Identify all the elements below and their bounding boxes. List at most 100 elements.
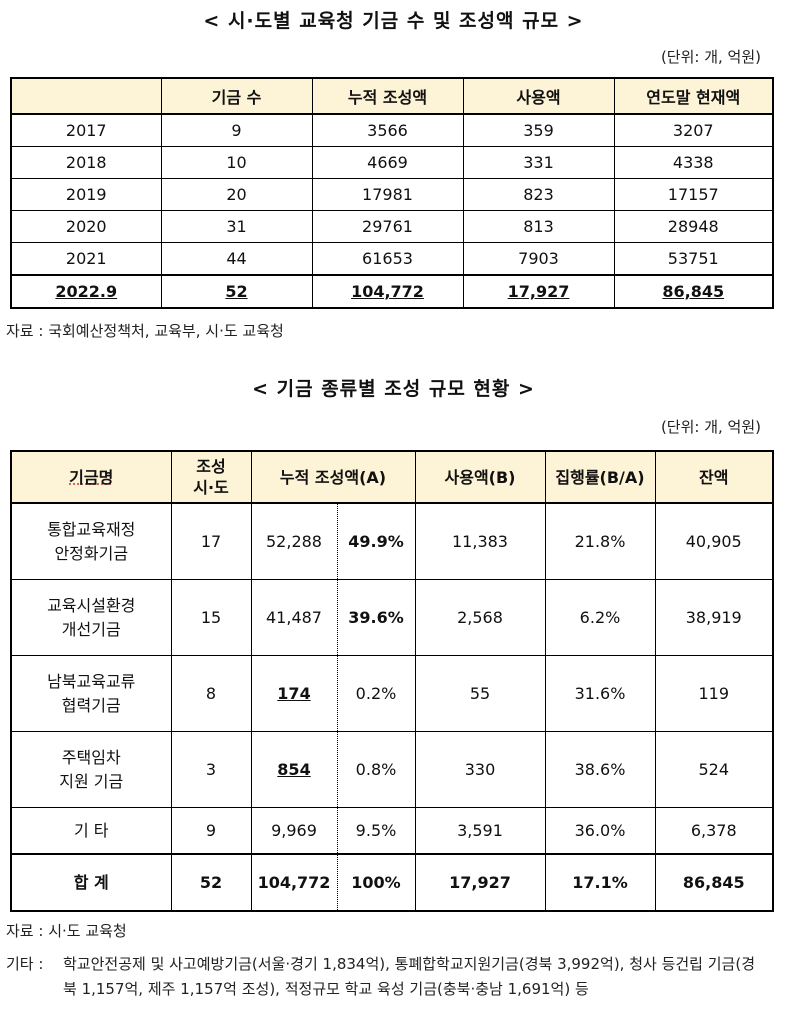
cell: 15 bbox=[170, 579, 252, 656]
cell: 17981 bbox=[311, 178, 464, 211]
table-row: 2020 31 29761 813 28948 bbox=[10, 210, 774, 243]
cell: 119 bbox=[654, 655, 774, 732]
cell: 41,487 bbox=[250, 579, 338, 656]
header-cell: 기금 수 bbox=[160, 77, 313, 115]
cell: 36.0% bbox=[544, 807, 656, 855]
cell: 4669 bbox=[311, 146, 464, 179]
cell: 49.9% bbox=[336, 502, 416, 580]
cell: 53751 bbox=[613, 242, 774, 276]
cell: 17157 bbox=[613, 178, 774, 211]
cell: 3207 bbox=[613, 113, 774, 147]
cell: 44 bbox=[160, 242, 313, 276]
cell: 9.5% bbox=[336, 807, 416, 855]
table-row: 2021 44 61653 7903 53751 bbox=[10, 242, 774, 276]
cell: 813 bbox=[462, 210, 615, 243]
cell: 39.6% bbox=[336, 579, 416, 656]
fund-by-type-table: 기금명 조성 시·도 누적 조성액(A) 사용액(B) 집행률(B/A) 잔액 … bbox=[10, 450, 774, 912]
year-cell: 2021 bbox=[10, 242, 162, 276]
cell: 20 bbox=[160, 178, 313, 211]
table2-title: < 기금 종류별 조성 규모 현황 > bbox=[252, 378, 535, 400]
table2-source: 자료 : 시·도 교육청 bbox=[6, 922, 127, 940]
header-cell: 누적 조성액(A) bbox=[250, 450, 416, 504]
cell: 55 bbox=[414, 655, 546, 732]
year-cell: 2018 bbox=[10, 146, 162, 179]
cell: 17.1% bbox=[544, 853, 656, 912]
header-cell: 연도말 현재액 bbox=[613, 77, 774, 115]
cell: 3 bbox=[170, 731, 252, 808]
cell: 38,919 bbox=[654, 579, 774, 656]
fund-name-cell: 주택임차 지원 기금 bbox=[10, 731, 172, 808]
cell: 17 bbox=[170, 502, 252, 580]
cell: 6,378 bbox=[654, 807, 774, 855]
cell: 331 bbox=[462, 146, 615, 179]
other-note-label: 기타 : bbox=[6, 955, 44, 973]
cell: 0.8% bbox=[336, 731, 416, 808]
table1-source: 자료 : 국회예산정책처, 교육부, 시·도 교육청 bbox=[6, 322, 284, 340]
cell: 100% bbox=[336, 853, 416, 912]
header-cell: 누적 조성액 bbox=[311, 77, 464, 115]
cell: 9 bbox=[170, 807, 252, 855]
fund-name-cell: 교육시설환경 개선기금 bbox=[10, 579, 172, 656]
cell: 61653 bbox=[311, 242, 464, 276]
cell: 28948 bbox=[613, 210, 774, 243]
cell: 104,772 bbox=[311, 274, 464, 309]
table-row: 교육시설환경 개선기금 15 41,487 39.6% 2,568 6.2% 3… bbox=[10, 579, 774, 656]
cell: 6.2% bbox=[544, 579, 656, 656]
cell: 52,288 bbox=[250, 502, 338, 580]
cell: 174 bbox=[250, 655, 338, 732]
cell: 2,568 bbox=[414, 579, 546, 656]
fund-by-region-table: 기금 수 누적 조성액 사용액 연도말 현재액 2017 9 3566 359 … bbox=[10, 77, 774, 309]
fund-name-cell: 기 타 bbox=[10, 807, 172, 855]
cell: 40,905 bbox=[654, 502, 774, 580]
other-note-text: 학교안전공제 및 사고예방기금(서울·경기 1,834억), 통폐합학교지원기금… bbox=[63, 955, 755, 998]
cell: 31 bbox=[160, 210, 313, 243]
year-cell: 2020 bbox=[10, 210, 162, 243]
cell: 823 bbox=[462, 178, 615, 211]
header-cell: 조성 시·도 bbox=[170, 450, 252, 504]
header-cell bbox=[10, 77, 162, 115]
fund-name-cell: 남북교육교류 협력기금 bbox=[10, 655, 172, 732]
cell: 52 bbox=[170, 853, 252, 912]
cell: 7903 bbox=[462, 242, 615, 276]
table-row: 기 타 9 9,969 9.5% 3,591 36.0% 6,378 bbox=[10, 807, 774, 855]
table-header-row: 기금명 조성 시·도 누적 조성액(A) 사용액(B) 집행률(B/A) 잔액 bbox=[10, 450, 774, 504]
cell: 3566 bbox=[311, 113, 464, 147]
cell: 104,772 bbox=[250, 853, 338, 912]
year-cell: 2017 bbox=[10, 113, 162, 147]
cell: 8 bbox=[170, 655, 252, 732]
table-row: 통합교육재정 안정화기금 17 52,288 49.9% 11,383 21.8… bbox=[10, 502, 774, 580]
table1-title: < 시·도별 교육청 기금 수 및 조성액 규모 > bbox=[203, 10, 584, 32]
cell: 11,383 bbox=[414, 502, 546, 580]
cell: 359 bbox=[462, 113, 615, 147]
header-cell: 사용액 bbox=[462, 77, 615, 115]
header-cell: 집행률(B/A) bbox=[544, 450, 656, 504]
cell: 29761 bbox=[311, 210, 464, 243]
cell: 17,927 bbox=[462, 274, 615, 309]
cell: 10 bbox=[160, 146, 313, 179]
cell: 854 bbox=[250, 731, 338, 808]
cell: 86,845 bbox=[654, 853, 774, 912]
fund-name-cell: 합 계 bbox=[10, 853, 172, 912]
table-row: 2019 20 17981 823 17157 bbox=[10, 178, 774, 211]
cell: 9 bbox=[160, 113, 313, 147]
cell: 38.6% bbox=[544, 731, 656, 808]
table-total-row: 합 계 52 104,772 100% 17,927 17.1% 86,845 bbox=[10, 853, 774, 912]
table1-unit: (단위: 개, 억원) bbox=[660, 48, 761, 66]
table-total-row: 2022.9 52 104,772 17,927 86,845 bbox=[10, 274, 774, 309]
year-cell: 2022.9 bbox=[10, 274, 162, 309]
table-row: 2017 9 3566 359 3207 bbox=[10, 113, 774, 147]
cell: 17,927 bbox=[414, 853, 546, 912]
cell: 9,969 bbox=[250, 807, 338, 855]
year-cell: 2019 bbox=[10, 178, 162, 211]
table-row: 남북교육교류 협력기금 8 174 0.2% 55 31.6% 119 bbox=[10, 655, 774, 732]
cell: 3,591 bbox=[414, 807, 546, 855]
table-row: 2018 10 4669 331 4338 bbox=[10, 146, 774, 179]
cell: 0.2% bbox=[336, 655, 416, 732]
table-row: 주택임차 지원 기금 3 854 0.8% 330 38.6% 524 bbox=[10, 731, 774, 808]
header-cell: 잔액 bbox=[654, 450, 774, 504]
header-cell: 기금명 bbox=[10, 450, 172, 504]
fund-name-cell: 통합교육재정 안정화기금 bbox=[10, 502, 172, 580]
cell: 31.6% bbox=[544, 655, 656, 732]
table2-unit: (단위: 개, 억원) bbox=[660, 418, 761, 436]
header-cell: 사용액(B) bbox=[414, 450, 546, 504]
